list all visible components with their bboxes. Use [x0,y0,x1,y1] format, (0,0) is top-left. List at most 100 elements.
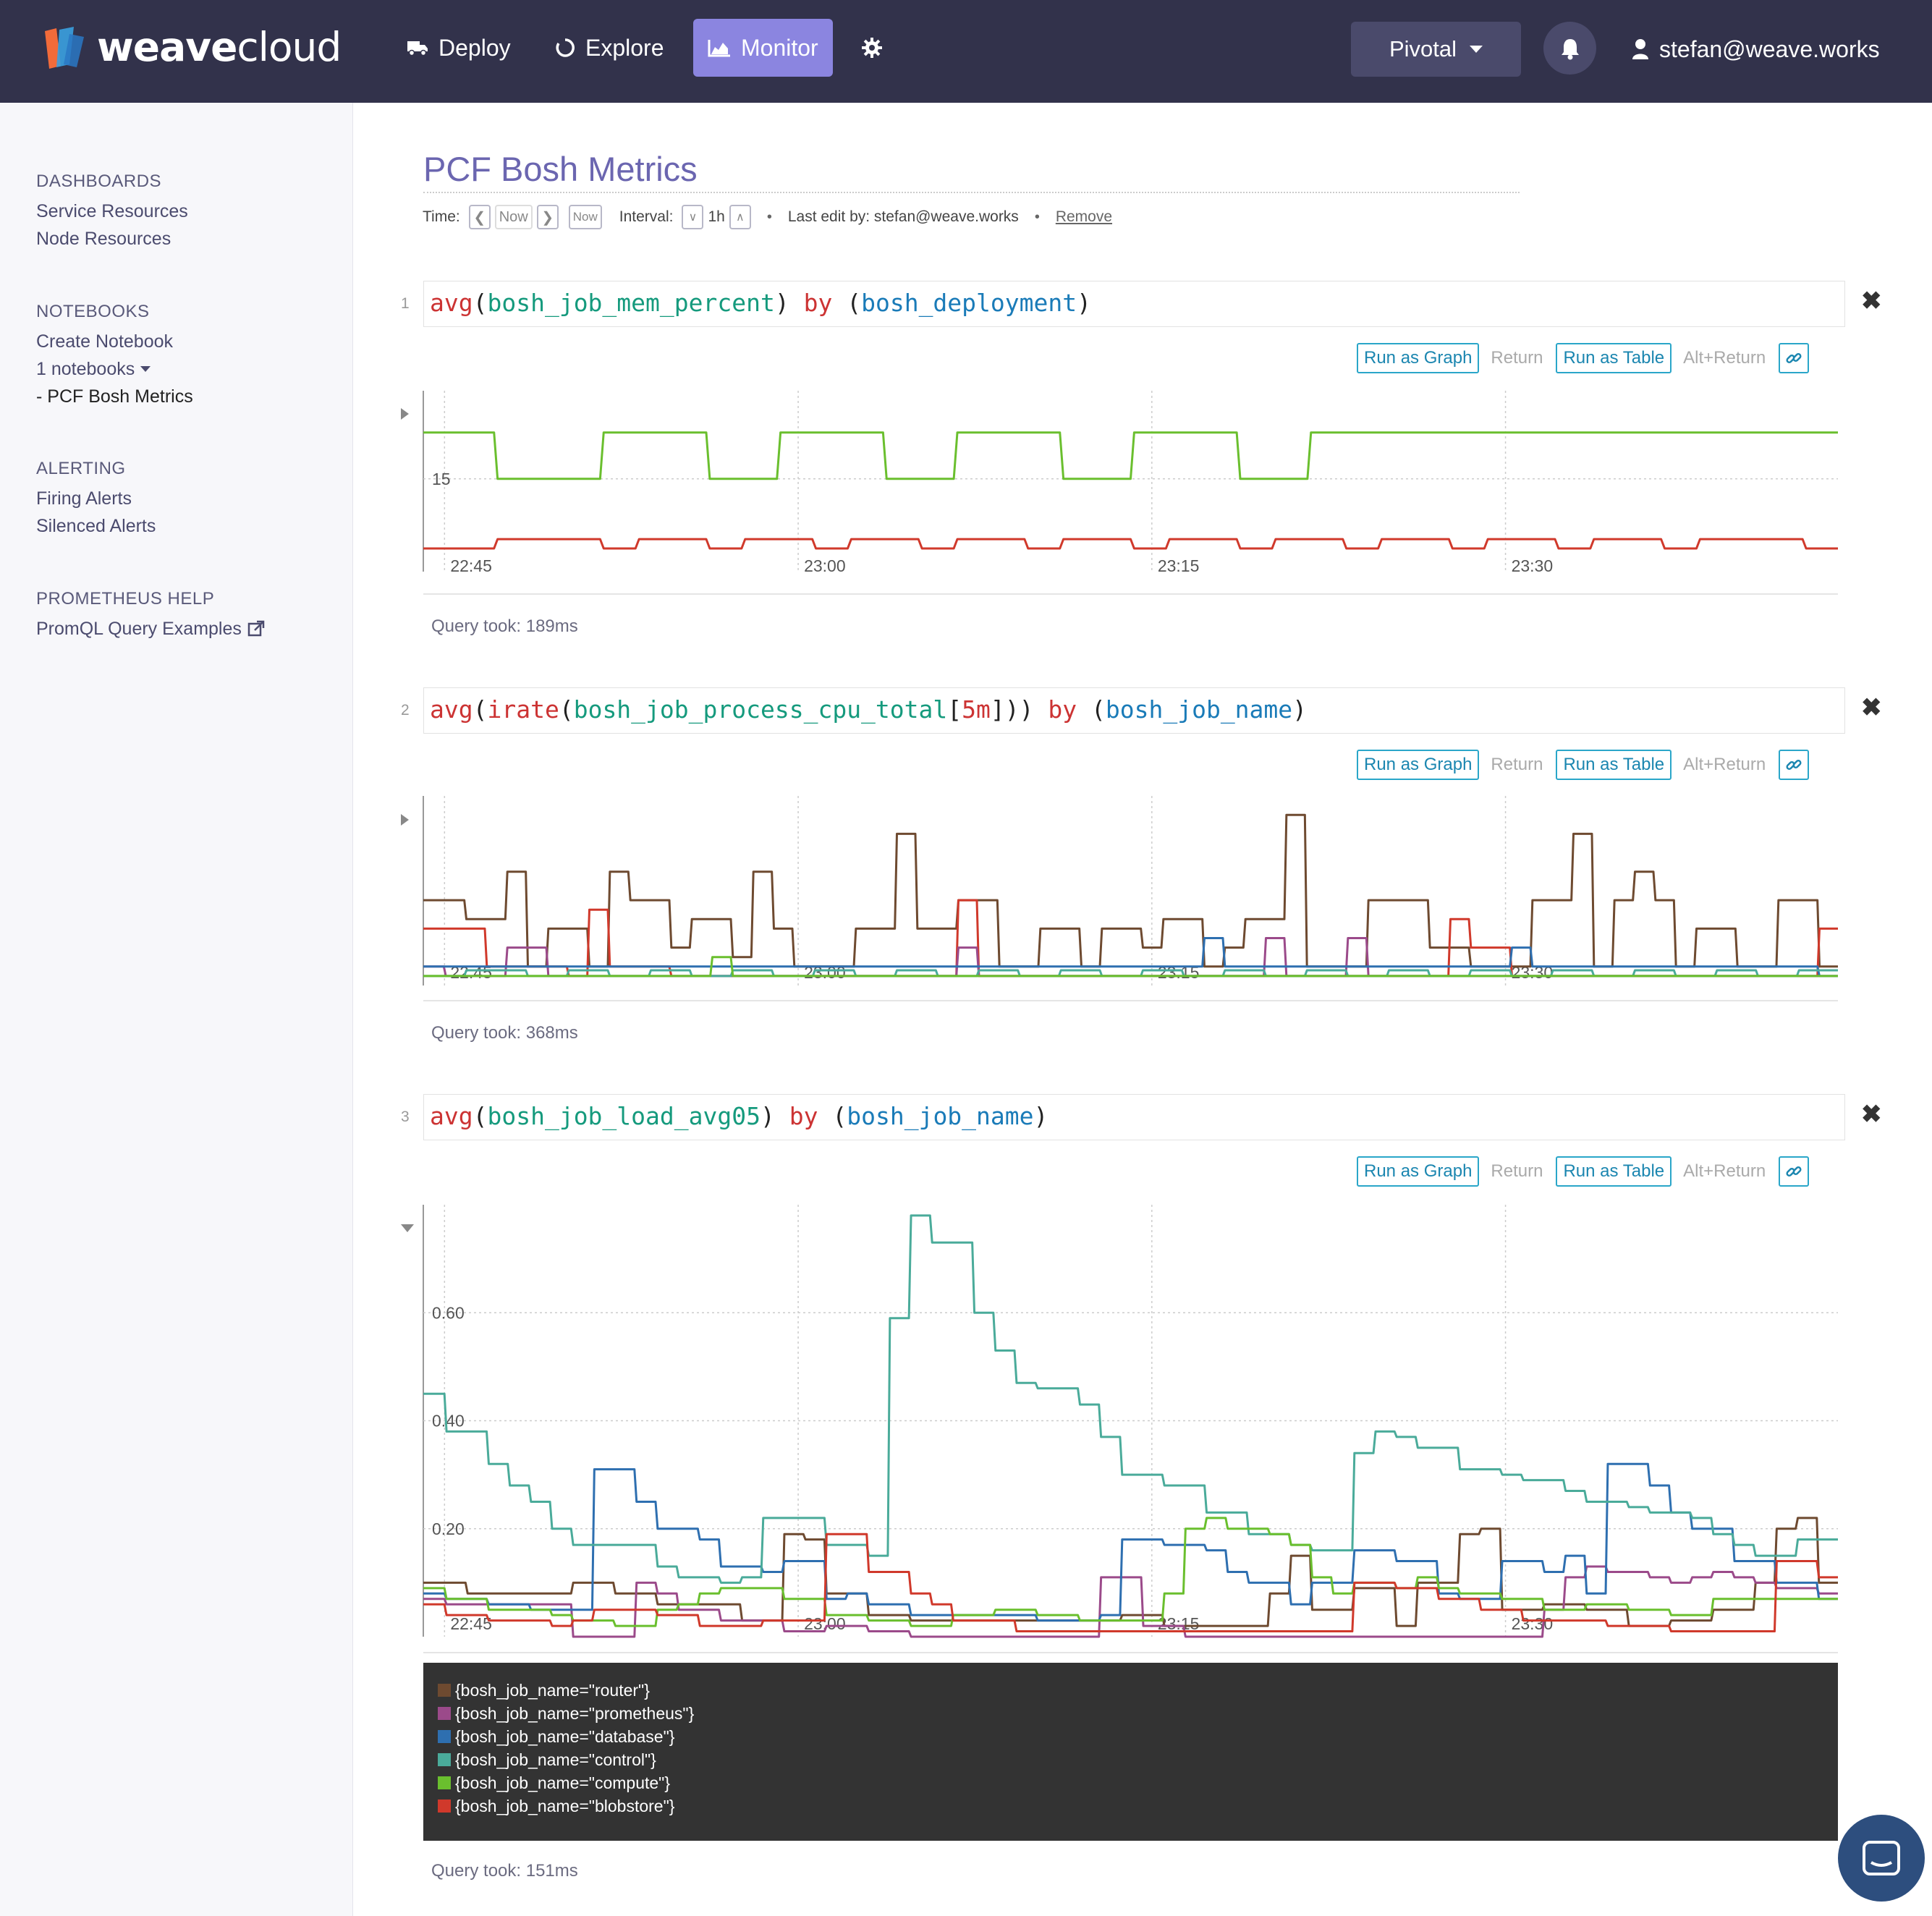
legend-swatch [438,1707,451,1720]
query-editor-3[interactable]: avg(bosh_job_load_avg05) by (bosh_job_na… [423,1094,1845,1140]
permalink-button[interactable] [1779,343,1810,373]
query-label: bosh_job_name [1105,695,1293,724]
nav-monitor[interactable]: Monitor [693,19,833,77]
caret-down-icon [140,366,151,372]
truck-icon [407,39,428,56]
time-back-button[interactable]: ❮ [468,205,491,229]
sidebar-item-node-resources[interactable]: Node Resources [36,229,171,249]
query-metric: bosh_job_load_avg05 [487,1102,760,1130]
legend-label: {bosh_job_name="blobstore"} [455,1796,675,1815]
cell-3-actions: Run as Graph Return Run as Table Alt+Ret… [1357,1155,1810,1188]
time-now-field[interactable]: Now [494,205,533,229]
sidebar-item-silenced-alerts[interactable]: Silenced Alerts [36,516,156,536]
separator-dot: • [766,208,772,225]
org-name: Pivotal [1389,36,1457,62]
sidebar-notebooks: NOTEBOOKS Create Notebook 1 notebooks - … [36,302,193,410]
series-line[interactable] [423,937,1838,978]
close-cell-3-button[interactable]: ✖ [1861,1101,1882,1128]
query-keyword: by [1048,695,1077,724]
notifications-button[interactable] [1543,22,1596,75]
query-editor-1[interactable]: avg(bosh_job_mem_percent) by (bosh_deplo… [423,281,1845,327]
chevron-down-icon: ∨ [688,211,698,224]
query-editor-2[interactable]: avg(irate(bosh_job_process_cpu_total[5m]… [423,687,1845,734]
query-range: 5m [962,695,991,724]
sidebar-heading-prometheus-help: PROMETHEUS HELP [36,589,215,609]
shortcut-hint: Alt+Return [1683,1161,1766,1181]
legend-item[interactable]: {bosh_job_name="router"} [438,1679,1838,1702]
legend-item[interactable]: {bosh_job_name="database"} [438,1725,1838,1748]
interval-up-button[interactable]: ∧ [729,205,751,229]
time-forward-button[interactable]: ❯ [536,205,559,229]
sidebar-item-service-resources[interactable]: Service Resources [36,201,188,221]
time-controls: Time: ❮ Now ❯ Now Interval: ∨ 1h ∧ • Las… [423,203,1112,232]
series-line[interactable] [423,937,1838,978]
series-line[interactable] [423,538,1838,550]
run-as-table-button[interactable]: Run as Table [1556,1156,1672,1187]
run-as-table-button[interactable]: Run as Table [1556,750,1672,780]
close-cell-1-button[interactable]: ✖ [1861,287,1882,315]
x-tick-label: 23:00 [804,556,846,575]
legend-item[interactable]: {bosh_job_name="prometheus"} [438,1702,1838,1725]
interval-down-button[interactable]: ∨ [682,205,704,229]
close-cell-2-button[interactable]: ✖ [1861,694,1882,721]
legend-item[interactable]: {bosh_job_name="compute"} [438,1771,1838,1794]
series-line[interactable] [423,1565,1838,1638]
cell-1-actions: Run as Graph Return Run as Table Alt+Ret… [1357,342,1810,375]
last-edit-info: Last edit by: stefan@weave.works [787,208,1019,225]
series-line[interactable] [423,1533,1838,1633]
sidebar-dashboards: DASHBOARDS Service Resources Node Resour… [36,171,188,253]
sidebar-item-promql-examples[interactable]: PromQL Query Examples [36,615,265,643]
separator-dot: • [1034,208,1040,225]
series-line[interactable] [423,1517,1838,1627]
user-menu[interactable]: stefan@weave.works [1632,27,1880,71]
circle-notch-icon [555,38,575,58]
sidebar-item-notebooks-dropdown[interactable]: 1 notebooks [36,355,193,383]
nav-explore[interactable]: Explore [555,19,664,77]
sidebar-item-firing-alerts[interactable]: Firing Alerts [36,488,132,509]
remove-notebook-link[interactable]: Remove [1055,208,1113,225]
series-line[interactable] [423,1462,1838,1622]
query-metric: bosh_job_process_cpu_total [573,695,948,724]
settings-button[interactable] [861,19,893,77]
legend-swatch [438,1730,451,1743]
run-as-graph-button[interactable]: Run as Graph [1357,1156,1480,1187]
weavecloud-logo[interactable]: weavecloud [41,22,342,72]
query-time: Query took: 189ms [431,616,578,636]
query-fn: avg [430,1102,473,1130]
link-icon [1786,759,1802,771]
legend-item[interactable]: {bosh_job_name="control"} [438,1748,1838,1771]
external-link-icon [247,620,265,637]
collapse-legend-toggle[interactable] [401,408,409,420]
series-line[interactable] [423,899,1838,978]
y-tick-label: 0.40 [432,1412,465,1430]
series-line[interactable] [423,813,1838,968]
cell-number: 3 [401,1109,410,1125]
expand-legend-toggle[interactable] [401,1224,414,1232]
series-line[interactable] [423,1214,1838,1584]
collapse-legend-toggle[interactable] [401,814,409,826]
time-now-button[interactable]: Now [568,205,602,229]
sidebar-item-create-notebook[interactable]: Create Notebook [36,331,174,352]
series-line[interactable] [423,956,1838,978]
query-fn: avg [430,695,473,724]
shortcut-hint: Return [1491,1161,1543,1181]
sidebar-item-pcf-bosh-metrics[interactable]: - PCF Bosh Metrics [36,386,193,407]
chart-svg: 22:45 23:00 23:15 23:30 15 [423,391,1838,575]
gear-icon [861,37,883,59]
page-title: PCF Bosh Metrics [423,150,698,188]
cell-divider [423,1000,1838,1001]
org-selector[interactable]: Pivotal [1351,22,1521,77]
run-as-graph-button[interactable]: Run as Graph [1357,343,1480,373]
legend-item[interactable]: {bosh_job_name="blobstore"} [438,1794,1838,1818]
permalink-button[interactable] [1779,750,1810,780]
series-line[interactable] [423,1517,1838,1627]
chevron-left-icon: ❮ [473,209,486,226]
run-as-graph-button[interactable]: Run as Graph [1357,750,1480,780]
y-tick-label: 0.60 [432,1303,465,1322]
chart-1: 22:45 23:00 23:15 23:30 15 [420,383,1838,579]
chat-launcher-button[interactable] [1838,1815,1925,1902]
permalink-button[interactable] [1779,1156,1810,1187]
run-as-table-button[interactable]: Run as Table [1556,343,1672,373]
nav-deploy[interactable]: Deploy [407,19,511,77]
series-line[interactable] [423,431,1838,480]
